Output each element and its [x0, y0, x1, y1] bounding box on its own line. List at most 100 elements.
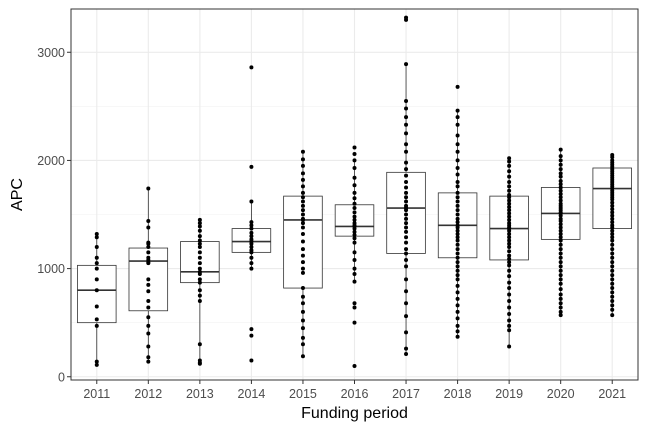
- data-point: [507, 280, 512, 285]
- data-point: [300, 184, 305, 189]
- x-tick-label: 2014: [238, 387, 266, 401]
- data-point: [352, 279, 357, 284]
- data-point: [146, 241, 151, 246]
- data-point: [507, 188, 512, 193]
- data-point: [507, 201, 512, 206]
- data-point: [352, 158, 357, 163]
- data-point: [558, 171, 563, 176]
- data-point: [507, 305, 512, 310]
- data-point: [352, 145, 357, 150]
- data-point: [300, 171, 305, 176]
- data-point: [352, 240, 357, 245]
- data-point: [455, 199, 460, 204]
- data-point: [94, 244, 99, 249]
- data-point: [610, 286, 615, 291]
- data-point: [610, 273, 615, 278]
- axis-layer: 0 1000 2000 3000 2011 2012 2013 2014 2015 2016 201…: [37, 46, 626, 401]
- data-point: [300, 253, 305, 258]
- data-point: [404, 17, 409, 22]
- data-point: [507, 244, 512, 249]
- data-point: [300, 247, 305, 252]
- data-point: [404, 160, 409, 165]
- data-point: [455, 238, 460, 243]
- data-point: [300, 342, 305, 347]
- data-point: [558, 277, 563, 282]
- data-point: [300, 260, 305, 265]
- data-point: [146, 331, 151, 336]
- data-point: [404, 346, 409, 351]
- data-point: [94, 261, 99, 266]
- data-point: [249, 244, 254, 249]
- data-point: [404, 277, 409, 282]
- data-point: [507, 231, 512, 236]
- data-point: [300, 149, 305, 154]
- data-point: [610, 247, 615, 252]
- data-point: [146, 282, 151, 287]
- data-point: [455, 231, 460, 236]
- data-point: [610, 255, 615, 260]
- data-point: [455, 158, 460, 163]
- data-point: [404, 98, 409, 103]
- data-point: [404, 235, 409, 240]
- data-point: [94, 323, 99, 328]
- data-point: [197, 224, 202, 229]
- data-point: [558, 191, 563, 196]
- data-point: [507, 238, 512, 243]
- data-point: [249, 223, 254, 228]
- data-point: [455, 290, 460, 295]
- data-point: [455, 133, 460, 138]
- data-point: [94, 255, 99, 260]
- data-point: [352, 229, 357, 234]
- data-point: [146, 225, 151, 230]
- data-point: [507, 159, 512, 164]
- data-point: [352, 272, 357, 276]
- data-point: [300, 190, 305, 195]
- data-point: [558, 268, 563, 273]
- data-point: [507, 241, 512, 246]
- data-point: [558, 247, 563, 252]
- data-point: [197, 238, 202, 243]
- data-point: [300, 225, 305, 230]
- data-point: [455, 115, 460, 120]
- data-point: [610, 207, 615, 212]
- data-point: [197, 299, 202, 304]
- data-point: [94, 266, 99, 271]
- data-point: [249, 230, 254, 235]
- data-point: [610, 303, 615, 308]
- data-point: [455, 264, 460, 269]
- data-point: [455, 142, 460, 147]
- data-point: [610, 294, 615, 299]
- data-point: [610, 231, 615, 236]
- data-point: [249, 199, 254, 204]
- data-point: [249, 333, 254, 338]
- data-point: [404, 180, 409, 185]
- data-point: [94, 277, 99, 282]
- data-point: [300, 163, 305, 168]
- data-point: [300, 177, 305, 182]
- data-point: [455, 216, 460, 221]
- data-point: [404, 240, 409, 245]
- data-point: [610, 268, 615, 273]
- data-point: [558, 305, 563, 310]
- data-point: [404, 173, 409, 178]
- data-point: [146, 289, 151, 294]
- data-point: [507, 174, 512, 179]
- data-point: [352, 210, 357, 215]
- data-point: [352, 175, 357, 180]
- data-point: [558, 231, 563, 236]
- data-point: [300, 208, 305, 213]
- x-tick-label: 2011: [83, 387, 110, 401]
- data-point: [94, 235, 99, 240]
- data-point: [558, 255, 563, 260]
- data-point: [507, 253, 512, 258]
- data-point: [404, 247, 409, 252]
- data-point: [558, 242, 563, 247]
- data-point: [558, 162, 563, 167]
- data-point: [507, 323, 512, 328]
- box-iqr: [77, 264, 117, 324]
- data-point: [404, 330, 409, 335]
- data-point: [94, 231, 99, 236]
- data-point: [352, 236, 357, 241]
- x-tick-label: 2020: [547, 387, 575, 401]
- point-layer: [94, 15, 615, 368]
